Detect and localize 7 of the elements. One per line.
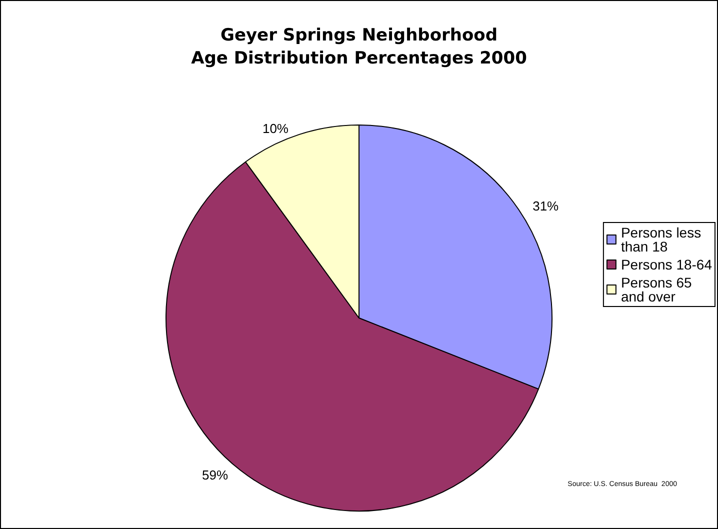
legend-label: Persons 65 and over <box>620 274 696 304</box>
data-label: 59% <box>202 468 228 483</box>
data-label: 31% <box>532 198 560 214</box>
chart-title: Geyer Springs Neighborhood Age Distribution Percentages 2000 <box>191 26 528 68</box>
legend-label: Persons less than 18 <box>620 224 705 254</box>
data-label: 10% <box>262 121 289 136</box>
legend-label: Persons 18-64 <box>620 256 712 272</box>
